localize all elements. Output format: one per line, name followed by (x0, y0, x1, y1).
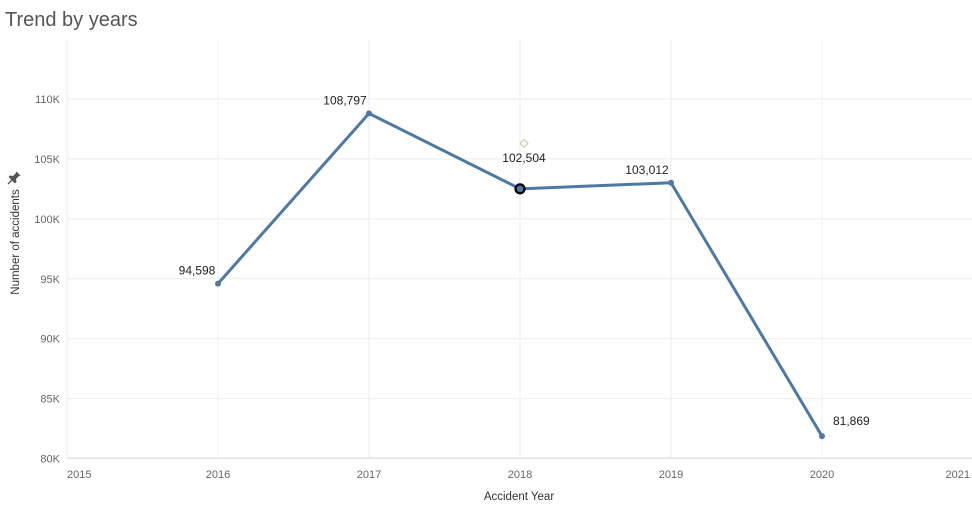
data-point (819, 433, 825, 440)
data-label: 103,012 (625, 163, 669, 177)
reference-marker (519, 138, 529, 149)
x-tick-label: 2018 (508, 469, 532, 481)
data-point (366, 110, 372, 117)
data-label: 81,869 (833, 414, 870, 428)
data-label: 94,598 (179, 264, 216, 278)
y-tick-label: 90K (40, 334, 60, 346)
x-axis-title: Accident Year (484, 491, 555, 503)
data-label: 108,797 (323, 93, 367, 107)
y-tick-label: 85K (40, 394, 60, 406)
y-tick-label: 110K (35, 94, 61, 106)
y-tick-label: 95K (40, 274, 60, 286)
y-tick-label: 80K (40, 454, 60, 466)
x-tick-label: 2017 (357, 469, 381, 481)
horizontal-gridlines (67, 98, 972, 460)
y-tick-label: 100K (34, 214, 60, 226)
pin-icon[interactable] (6, 170, 22, 186)
y-tick-label: 105K (34, 154, 60, 166)
x-tick-label: 2016 (206, 469, 230, 481)
data-points (215, 110, 825, 440)
x-tick-label: 2019 (659, 469, 683, 481)
y-axis-title: Number of accidents (10, 189, 22, 295)
x-tick-label: 2015 (67, 469, 91, 481)
data-point-highlighted (514, 183, 526, 195)
data-point (215, 280, 221, 287)
y-axis-ticks: 80K 85K 90K 95K 100K 105K 110K (34, 94, 60, 466)
x-axis-ticks: 2015 2016 2017 2018 2019 2020 2021 (67, 469, 970, 481)
chart-title: Trend by years (5, 9, 138, 31)
x-tick-label: 2021 (946, 469, 970, 481)
vertical-gridlines (66, 40, 823, 458)
x-tick-label: 2020 (810, 469, 834, 481)
data-labels: 94,598 108,797 102,504 103,012 81,869 (179, 93, 870, 428)
data-point (668, 179, 674, 186)
data-label: 102,504 (502, 151, 546, 165)
